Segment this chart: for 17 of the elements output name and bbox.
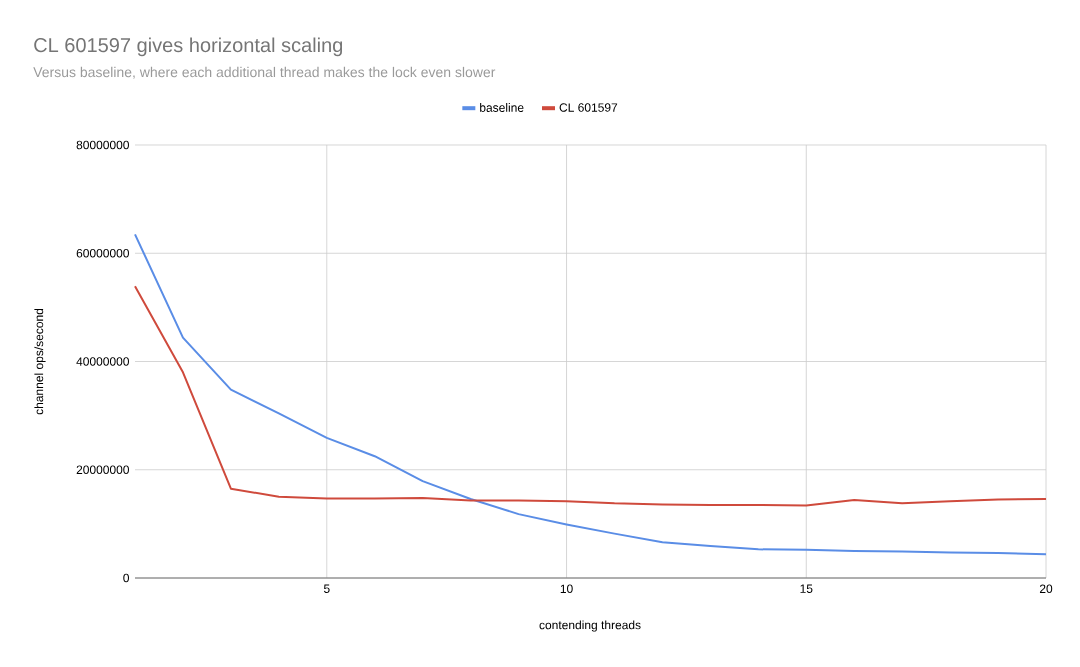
- y-tick-label: 80000000: [76, 140, 129, 150]
- x-tick-label: 5: [323, 584, 330, 593]
- x-tick-label: 20: [1039, 584, 1053, 594]
- y-axis-title: channel ops/second: [34, 308, 46, 415]
- y-tick-label: 20000000: [76, 465, 129, 475]
- line-series: [134, 233, 1048, 556]
- chart-title: CL 601597 gives horizontal scaling: [34, 37, 343, 57]
- legend-label: CL 601597: [559, 103, 618, 112]
- legend-label: baseline: [480, 103, 524, 112]
- line-series: [134, 285, 1048, 507]
- y-tick-label: 60000000: [76, 249, 129, 258]
- x-tick-label: 10: [560, 584, 573, 594]
- y-tick-label: 0: [123, 573, 130, 583]
- x-tick-label: 15: [800, 584, 813, 593]
- chart-subtitle: Versus baseline, where each additional thread makes the lock even slower: [33, 66, 496, 79]
- y-tick-label: 40000000: [76, 357, 129, 366]
- x-axis-title: contending threads: [539, 620, 641, 632]
